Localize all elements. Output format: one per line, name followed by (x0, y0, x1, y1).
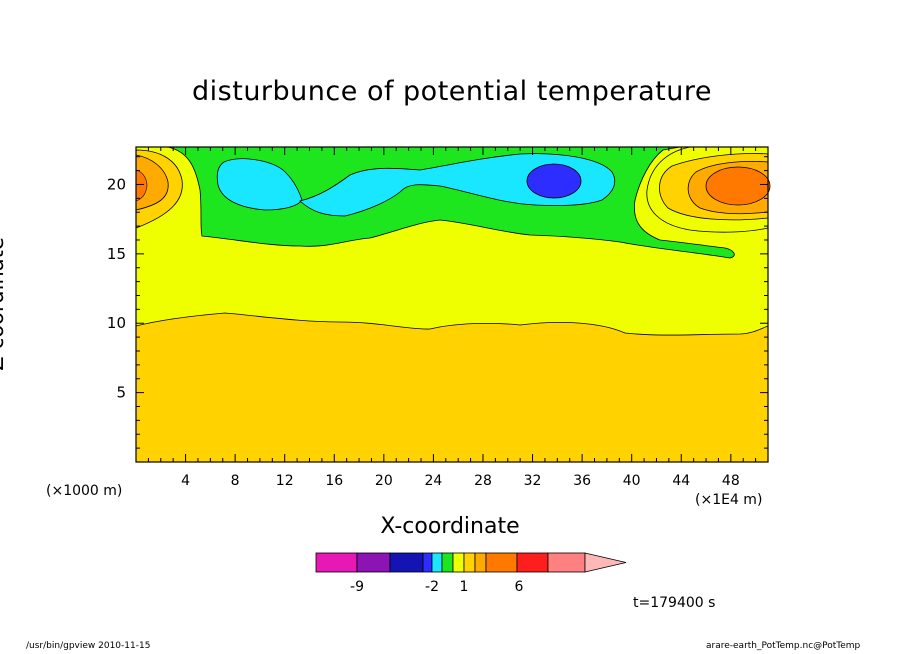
chart-title: disturbunce of potential temperature (192, 76, 712, 107)
plot-frame (135, 146, 769, 463)
x-tick-label: 48 (722, 473, 740, 489)
y-tick-label: 20 (107, 175, 126, 193)
colorbar-segment (463, 552, 476, 573)
x-tick-label: 16 (325, 473, 343, 489)
colorbar-segment (431, 552, 443, 573)
x-tick-label: 12 (276, 473, 294, 489)
colorbar-label: 6 (515, 579, 524, 595)
x-tick-label: 24 (424, 473, 442, 489)
x-axis: 4 8 12 16 20 24 28 32 36 40 44 48 (147, 147, 757, 489)
contour-region-4-5-right (705, 166, 771, 206)
colorbar-label: -9 (350, 579, 364, 595)
contour-region-neg2-neg1-a (216, 158, 303, 211)
colorbar-segment (389, 552, 424, 573)
y-tick-label: 5 (116, 384, 126, 402)
colorbar-segment (441, 552, 454, 573)
colorbar-segment (474, 552, 487, 573)
colorbar-segment (516, 552, 549, 573)
x-unit-right: (×1E4 m) (695, 492, 763, 508)
x-tick-label: 8 (231, 473, 240, 489)
x-tick-label: 36 (573, 473, 591, 489)
colorbar-segment (422, 552, 433, 573)
y-axis: 5 10 15 20 (107, 156, 768, 449)
footer-left: /usr/bin/gpview 2010-11-15 (26, 641, 151, 651)
colorbar-segment (547, 552, 586, 573)
plot-area (135, 146, 771, 463)
x-unit-left: (×1000 m) (46, 483, 123, 499)
colorbar-label: -2 (425, 579, 439, 595)
contour-region-4-5-left (135, 169, 148, 202)
colorbar-label: 1 (460, 579, 469, 595)
x-tick-label: 28 (474, 473, 492, 489)
colorbar-segment (356, 552, 391, 573)
y-tick-label: 10 (107, 314, 126, 332)
contour-region-3-4-left (135, 154, 169, 211)
colorbar-arrow (584, 552, 627, 573)
x-tick-label: 44 (672, 473, 690, 489)
x-tick-label: 40 (623, 473, 641, 489)
footer-right: arare-earth_PotTemp.nc@PotTemp (706, 641, 861, 651)
time-label: t=179400 s (633, 595, 716, 611)
x-tick-label: 4 (181, 473, 190, 489)
y-tick-label: 15 (107, 245, 126, 263)
colorbar-segment (315, 552, 358, 573)
colorbar: -9 -2 1 6 (315, 552, 627, 595)
contour-region-neg3-neg2 (526, 163, 582, 199)
x-tick-label: 32 (524, 473, 542, 489)
colorbar-segment (485, 552, 518, 573)
x-axis-label: X-coordinate (380, 514, 520, 539)
colorbar-segment (452, 552, 465, 573)
x-tick-label: 20 (375, 473, 393, 489)
y-axis-label: Z-coordinate (0, 237, 8, 371)
